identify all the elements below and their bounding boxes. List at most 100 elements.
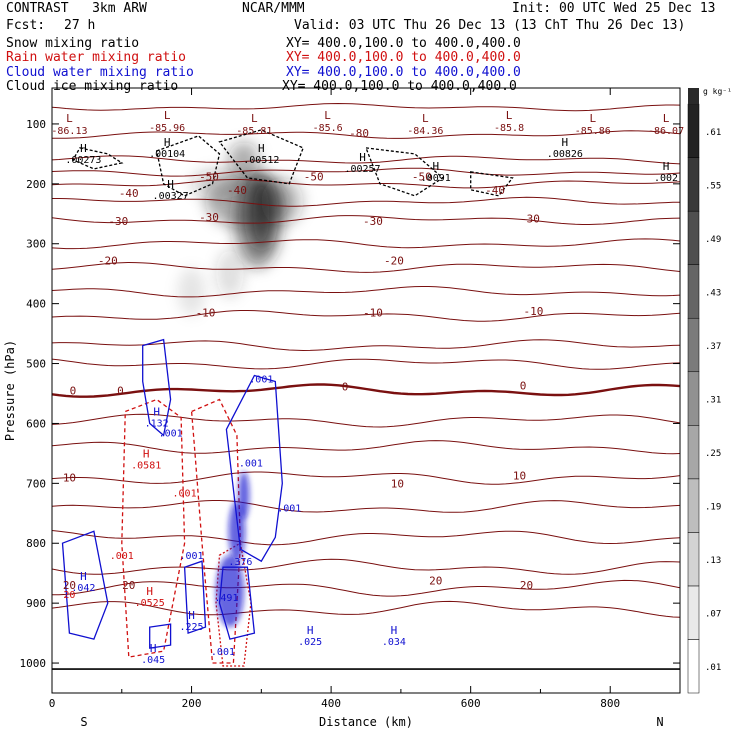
fcst-value: 27 h: [64, 18, 96, 33]
isotherm-label: -50: [304, 171, 324, 184]
low-marker: L: [422, 112, 429, 125]
colorbar-tick-label: .25: [705, 449, 721, 459]
contour-value-label: .491: [214, 593, 238, 604]
isotherm-label: 0: [342, 380, 349, 393]
x-axis-label: Distance (km): [319, 715, 413, 729]
y-tick-label: 100: [26, 118, 46, 131]
high-value: .042: [71, 583, 95, 594]
isotherm-line: [52, 238, 680, 250]
high-value: .225: [180, 622, 204, 633]
high-marker: H: [80, 570, 87, 583]
high-value: .002: [654, 173, 678, 184]
isotherm-label: -40: [485, 184, 505, 197]
low-marker: L: [164, 109, 171, 122]
y-tick-label: 400: [26, 298, 46, 311]
fcst-label: Fcst:: [6, 18, 46, 33]
init-label: Init: 00 UTC Wed 25 Dec 13: [512, 1, 716, 16]
temperature-contours: [52, 102, 680, 670]
isotherm-line: [52, 600, 680, 618]
colorbar-swatch: [687, 639, 700, 694]
north-label: N: [656, 715, 663, 729]
snow-shade-blob: [228, 141, 260, 178]
isotherm-line: [52, 358, 680, 370]
high-marker: H: [153, 405, 160, 418]
colorbar-tick-label: .37: [705, 342, 721, 352]
snow-shade-blob: [191, 168, 248, 199]
colorbar-tick-label: .19: [705, 503, 721, 513]
colorbar-swatch: [687, 210, 700, 265]
low-marker: L: [324, 109, 331, 122]
isotherm-line: [52, 102, 680, 112]
isotherm-line: [52, 286, 680, 298]
isotherm-line: [52, 215, 680, 225]
isotherm-line: [52, 413, 680, 428]
high-marker: H: [167, 178, 174, 191]
cloud-water-core: [228, 501, 246, 562]
cloud-ice-contour: [155, 135, 221, 197]
high-value: .00327: [153, 191, 189, 202]
cloud-ice-contour: [218, 129, 305, 185]
colorbar-tick-label: .13: [705, 556, 721, 566]
isotherm-line: [52, 440, 680, 455]
south-label: S: [80, 715, 87, 729]
isotherm-label: -30: [108, 215, 128, 228]
isotherm-label: 20: [63, 579, 76, 592]
y-tick-label: 800: [26, 537, 46, 550]
high-marker: H: [432, 160, 439, 173]
x-tick-label: 200: [182, 697, 202, 710]
colorbar-tick-label: .61: [705, 128, 721, 138]
contour-value-label: .001: [211, 647, 235, 658]
high-value: .045: [141, 655, 165, 666]
cloud-ice-contour: [364, 147, 444, 197]
isotherm-label: 0: [117, 385, 124, 398]
high-value: .034: [382, 637, 406, 648]
low-value: -86.07: [648, 126, 684, 137]
field-cloudwater-xy: XY= 400.0,100.0 to 400.0,400.0: [286, 65, 521, 80]
cloud-water-contour: [61, 530, 109, 640]
contour-value-label: .001: [277, 503, 301, 514]
x-tick-label: 600: [461, 697, 481, 710]
high-value: .00257: [344, 164, 380, 175]
high-marker: H: [307, 624, 314, 637]
high-marker: H: [188, 609, 195, 622]
colorbar-tick-label: .07: [705, 610, 721, 620]
isotherm-label: -50: [199, 171, 219, 184]
isotherm-label: 0: [70, 385, 77, 398]
colorbar-tick-label: .49: [705, 235, 721, 245]
contour-value-label: .376: [228, 557, 252, 568]
contour-value-label: .001: [239, 458, 263, 469]
high-value: .0525: [135, 598, 165, 609]
snow-shade-blob: [215, 249, 244, 298]
colorbar-tick-label: .31: [705, 396, 721, 406]
snow-shade-blob: [177, 267, 206, 316]
low-value: -86.13: [51, 126, 87, 137]
cloud-water-contour: [149, 623, 172, 649]
isotherm-line: [52, 530, 680, 546]
isotherm-line: [52, 339, 680, 352]
high-marker: H: [258, 142, 265, 155]
field-rain-name: Rain water mixing ratio: [6, 50, 187, 65]
low-marker: L: [251, 112, 258, 125]
isotherm-label: -20: [384, 255, 404, 268]
low-value: -85.81: [236, 126, 272, 137]
colorbar-swatch: [687, 532, 700, 587]
isotherm-label: -30: [199, 211, 219, 224]
high-marker: H: [146, 585, 153, 598]
contour-labels: -80 -50 -50 -50 -40 -40 -40 -30 -30 -30 -30 -20 -20 -…: [51, 109, 684, 666]
cloud-water-contour: [142, 338, 172, 437]
high-value: .00512: [243, 155, 279, 166]
high-value: .00826: [547, 149, 583, 160]
field-rain-xy: XY= 400.0,100.0 to 400.0,400.0: [286, 50, 521, 65]
contour-value-label: 20: [63, 590, 75, 601]
high-marker: H: [359, 151, 366, 164]
low-marker: L: [66, 112, 73, 125]
y-tick-label: 300: [26, 238, 46, 251]
isotherm-line: [52, 179, 680, 189]
isotherm-label: -10: [196, 307, 216, 320]
colorbar-swatch: [687, 425, 700, 480]
high-marker: H: [150, 642, 157, 655]
colorbar-swatch: [687, 317, 700, 373]
cloud-water-core: [238, 471, 250, 520]
isotherm-label: -30: [520, 213, 540, 226]
